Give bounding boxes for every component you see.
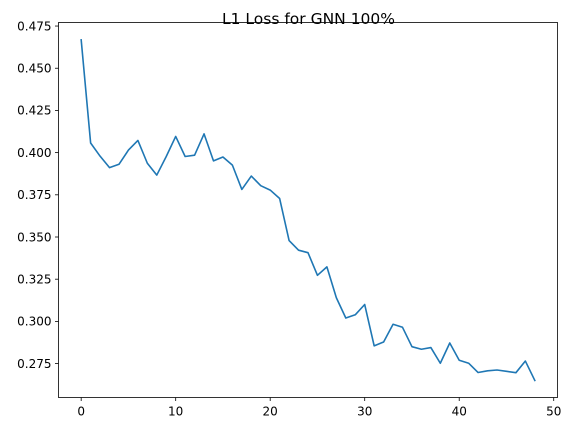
x-tick-label: 20 (263, 405, 278, 419)
plot-area-frame (59, 23, 558, 398)
y-tick-label: 0.375 (17, 188, 51, 202)
y-tick-label: 0.350 (17, 230, 51, 244)
x-tick-label: 0 (77, 405, 85, 419)
y-tick-label: 0.425 (17, 104, 51, 118)
y-tick-label: 0.400 (17, 146, 51, 160)
y-tick-label: 0.275 (17, 357, 51, 371)
series-line (81, 40, 535, 381)
chart-title: L1 Loss for GNN 100% (222, 10, 395, 28)
x-axis: 0 10 20 30 40 50 (77, 398, 561, 419)
x-tick-label: 40 (452, 405, 467, 419)
y-tick-label: 0.475 (17, 19, 51, 33)
series-group (81, 40, 535, 381)
x-tick-label: 30 (357, 405, 372, 419)
y-axis: 0.275 0.300 0.325 0.350 0.375 0.400 0.425 0.450… (17, 19, 58, 371)
y-tick-label: 0.450 (17, 62, 51, 76)
y-tick-label: 0.300 (17, 315, 51, 329)
x-tick-label: 10 (168, 405, 183, 419)
y-tick-label: 0.325 (17, 272, 51, 286)
x-tick-label: 50 (546, 405, 561, 419)
